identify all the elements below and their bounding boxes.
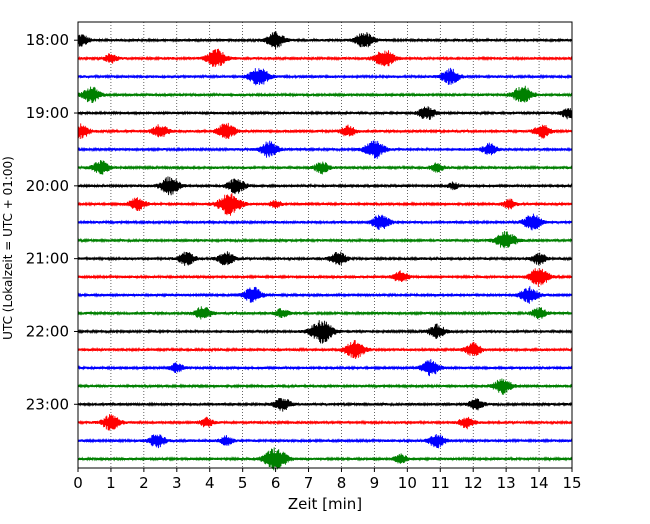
x-tick-label: 5 [238, 474, 248, 492]
x-tick-label: 6 [271, 474, 281, 492]
seismic-trace-1800 [77, 31, 573, 50]
seismic-trace-2230 [77, 359, 573, 377]
seismic-trace-2245 [77, 378, 573, 395]
x-tick-label: 13 [497, 474, 516, 492]
seismic-trace-1930 [77, 140, 573, 159]
x-tick-label: 10 [398, 474, 417, 492]
seismic-trace-1945 [77, 160, 573, 175]
seismic-trace-2000 [77, 176, 573, 196]
seismic-trace-2100 [77, 251, 573, 266]
x-tick-label: 11 [431, 474, 450, 492]
y-tick-label: 23:00 [26, 395, 69, 413]
x-tick-label: 1 [106, 474, 116, 492]
x-tick-label: 12 [464, 474, 483, 492]
seismic-trace-2345 [77, 447, 573, 471]
seismic-trace-1845 [77, 85, 573, 104]
x-tick-label: 14 [530, 474, 549, 492]
plot-frame [77, 21, 573, 469]
x-tick-label: 8 [337, 474, 347, 492]
x-tick-label: 9 [370, 474, 380, 492]
x-axis-label: Zeit [min] [288, 495, 362, 513]
y-tick-label: 19:00 [26, 104, 69, 122]
seismic-trace-2200 [77, 320, 573, 344]
x-axis: 0 1 2 3 4 5 6 7 8 9 10 11 12 13 14 15 [73, 468, 582, 492]
x-tick-label: 0 [73, 474, 83, 492]
seismic-trace-2115 [77, 268, 573, 287]
x-tick-label: 15 [562, 474, 581, 492]
y-axis-label: UTC (Lokalzeit = UTC + 01:00) [1, 156, 15, 340]
x-tick-label: 2 [139, 474, 149, 492]
y-tick-label: 20:00 [26, 177, 69, 195]
seismic-trace-2130 [77, 286, 573, 304]
x-tick-label: 4 [205, 474, 215, 492]
seismic-trace-2300 [77, 398, 573, 412]
seismic-trace-2015 [77, 193, 573, 216]
seismic-trace-1915 [77, 122, 573, 140]
seismic-trace-2330 [77, 434, 573, 449]
seismic-trace-1900 [77, 106, 573, 120]
traces-group [77, 31, 573, 471]
seismic-trace-2045 [77, 230, 573, 249]
y-tick-label: 22:00 [26, 322, 69, 340]
seismic-trace-2030 [77, 213, 573, 231]
y-axis: 18:00 19:00 20:00 21:00 22:00 23:00 [26, 31, 78, 413]
seismic-trace-2145 [77, 306, 573, 320]
seismic-trace-2215 [77, 340, 573, 360]
seismic-trace-1830 [77, 67, 573, 86]
x-tick-label: 3 [172, 474, 182, 492]
y-tick-label: 18:00 [26, 31, 69, 49]
x-tick-label: 7 [304, 474, 314, 492]
y-tick-label: 21:00 [26, 250, 69, 268]
seismic-trace-1815 [77, 48, 573, 68]
seismic-trace-2315 [77, 414, 573, 431]
